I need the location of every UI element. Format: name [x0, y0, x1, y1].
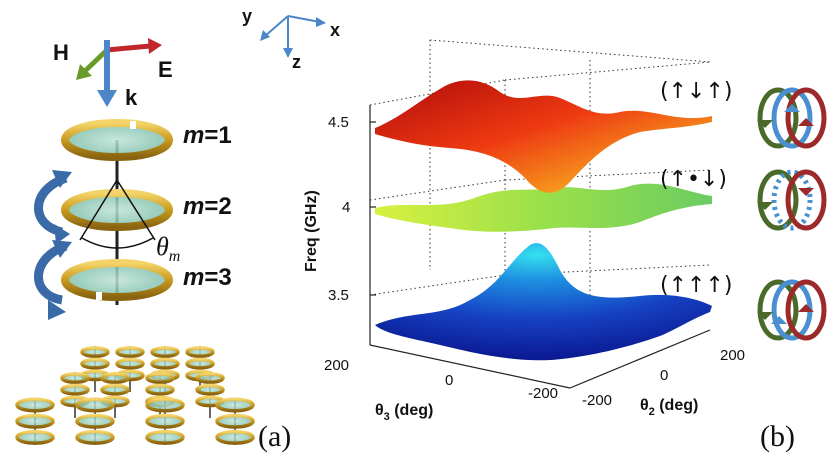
panel-b-letter: (b)	[760, 420, 795, 453]
x-tick-2: -200	[528, 385, 558, 402]
axis-x-label: x	[330, 20, 341, 40]
array-stack	[145, 397, 185, 445]
x-tick-0: 200	[324, 357, 349, 374]
label-h: H	[53, 40, 69, 65]
layer-label-1: m=1	[183, 122, 232, 149]
zt-2: 3.5	[328, 287, 349, 304]
config-label-bottom: (↑↑↑)	[660, 273, 732, 298]
panel-b-drawing	[757, 87, 827, 341]
panel-a-drawing	[15, 38, 255, 445]
array-stack	[195, 372, 225, 418]
label-k: k	[125, 85, 138, 110]
zt-1: 4	[342, 199, 350, 216]
ring-group-parallel	[757, 279, 827, 341]
array-stack	[80, 346, 110, 392]
ring-m2	[61, 189, 173, 231]
axis-z-label: z	[292, 52, 301, 72]
array-stack	[215, 397, 255, 445]
axis-y-label: y	[242, 6, 253, 26]
panel-a-letter: (a)	[258, 420, 292, 453]
ring-m3	[61, 259, 173, 301]
panel-b: (b)	[748, 0, 839, 465]
rotation-arrows	[34, 170, 72, 320]
y-tick-0: 200	[720, 347, 745, 364]
coordinate-axes: y x z	[238, 0, 348, 80]
surface-middle	[375, 183, 712, 232]
config-label-middle: (↑•↓)	[660, 167, 727, 192]
array-stack	[15, 397, 55, 445]
surface-top	[375, 80, 712, 193]
surface-plot-svg: 4.5 4 3.5 Freq (GHz) 200 0 -200 200 0 -2…	[303, 39, 745, 423]
config-label-top: (↑↓↑)	[660, 79, 732, 104]
array-stack	[75, 397, 115, 445]
y-tick-2: -200	[582, 392, 612, 409]
layer-label-2: m=2	[183, 193, 232, 220]
theta-m-label: θm	[156, 232, 181, 266]
layer-label-3: m=3	[183, 264, 232, 291]
base-axes	[369, 105, 711, 389]
label-e: E	[158, 57, 173, 82]
y-tick-1: 0	[660, 367, 668, 384]
zt-0: 4.5	[328, 114, 349, 131]
srr-array	[15, 346, 255, 445]
ring-group-antiparallel	[757, 87, 827, 149]
y-axis-label: θ2 (deg)	[640, 397, 698, 418]
ring-m1	[61, 119, 173, 161]
panel-a: H E k m=1 m=2 m=3 θm (a)	[0, 0, 300, 465]
field-arrows	[76, 38, 162, 107]
coordinate-axes-drawing	[260, 15, 326, 58]
x-axis-label: θ3 (deg)	[375, 402, 433, 423]
x-tick-1: 0	[445, 372, 453, 389]
surface-plot: 4.5 4 3.5 Freq (GHz) 200 0 -200 200 0 -2…	[280, 0, 745, 465]
srr-stack	[61, 119, 173, 305]
surface-bottom	[375, 242, 712, 361]
z-axis-label: Freq (GHz)	[303, 190, 320, 272]
ring-group-dark	[757, 169, 827, 231]
